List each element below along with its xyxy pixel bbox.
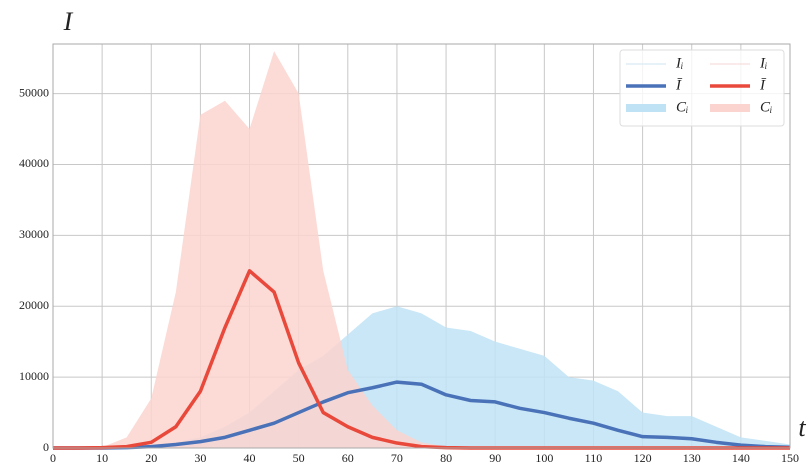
legend-label: Ī (675, 77, 683, 93)
x-tick-label: 0 (50, 451, 56, 464)
y-tick-label: 50000 (19, 85, 49, 99)
y-tick-label: 0 (43, 440, 49, 454)
legend-swatch (626, 104, 666, 112)
legend-label: Cᵢ (760, 99, 772, 115)
y-tick-label: 10000 (19, 369, 49, 383)
band-area (53, 306, 790, 448)
x-axis-label: t (798, 413, 806, 442)
x-tick-label: 70 (391, 451, 403, 464)
y-axis-label: I (63, 7, 74, 36)
x-tick-label: 130 (683, 451, 701, 464)
x-tick-label: 80 (440, 451, 452, 464)
y-tick-label: 30000 (19, 227, 49, 241)
y-tick-label: 20000 (19, 298, 49, 312)
x-tick-label: 100 (535, 451, 553, 464)
legend-label: Ī (759, 77, 767, 93)
x-tick-label: 140 (732, 451, 750, 464)
x-tick-label: 40 (244, 451, 256, 464)
legend-swatch (710, 104, 750, 112)
legend-label: Iᵢ (675, 55, 683, 71)
band-area (53, 51, 790, 449)
legend-label: Iᵢ (759, 55, 767, 71)
x-tick-label: 10 (96, 451, 108, 464)
x-tick-label: 120 (634, 451, 652, 464)
y-tick-label: 40000 (19, 156, 49, 170)
x-tick-label: 20 (145, 451, 157, 464)
x-tick-label: 150 (781, 451, 799, 464)
mean-line (53, 380, 791, 450)
x-tick-label: 90 (489, 451, 501, 464)
x-tick-label: 30 (194, 451, 206, 464)
plot-frame (52, 43, 791, 449)
x-tick-label: 110 (585, 451, 603, 464)
legend-label: Cᵢ (676, 99, 688, 115)
x-tick-label: 50 (293, 451, 305, 464)
x-tick-label: 60 (342, 451, 354, 464)
